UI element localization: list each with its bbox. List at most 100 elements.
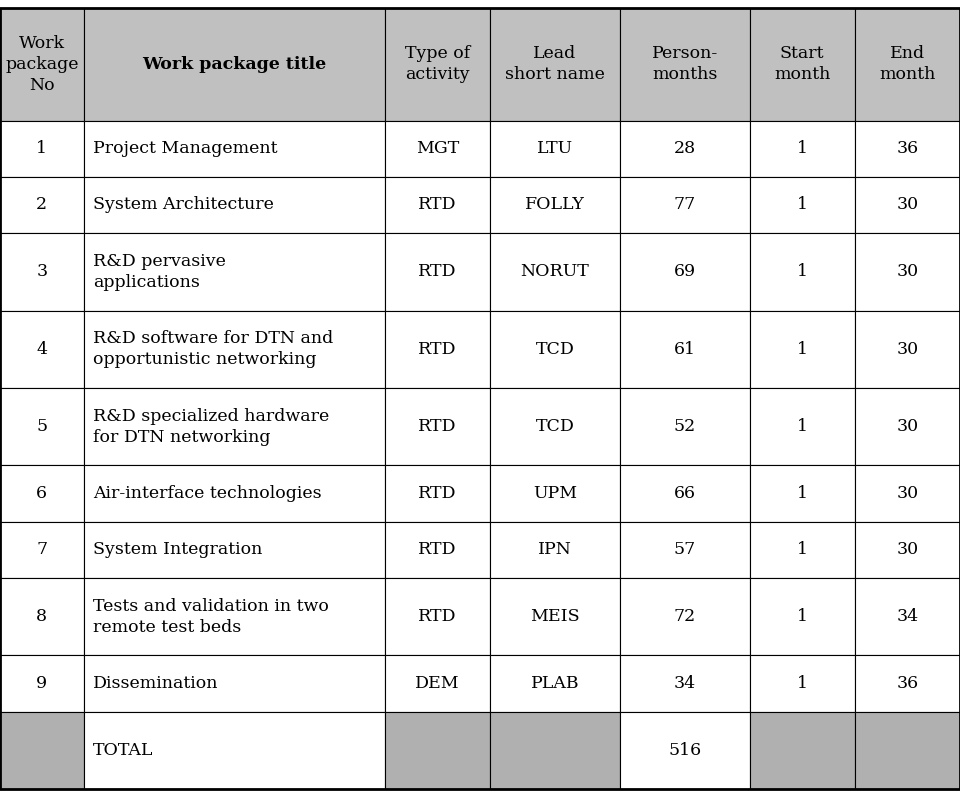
- Text: 30: 30: [897, 541, 919, 558]
- Text: 1: 1: [797, 341, 807, 358]
- Bar: [854, 465, 960, 522]
- Bar: [750, 712, 854, 789]
- Bar: [491, 465, 620, 522]
- Text: PLAB: PLAB: [531, 675, 579, 692]
- Text: FOLLY: FOLLY: [525, 197, 585, 214]
- Text: RTD: RTD: [419, 263, 457, 281]
- Text: RTD: RTD: [419, 341, 457, 358]
- Text: UPM: UPM: [533, 485, 577, 502]
- Text: Lead
short name: Lead short name: [505, 45, 605, 83]
- Bar: [84, 655, 385, 712]
- Text: 1: 1: [797, 263, 807, 281]
- Text: 1: 1: [36, 140, 47, 157]
- Bar: [854, 177, 960, 234]
- Bar: [854, 311, 960, 388]
- Text: 1: 1: [797, 140, 807, 157]
- Bar: [620, 578, 750, 655]
- Text: Work package title: Work package title: [142, 56, 326, 73]
- Bar: [854, 578, 960, 655]
- Bar: [84, 8, 385, 120]
- Text: 4: 4: [36, 341, 47, 358]
- Bar: [750, 388, 854, 465]
- Text: TCD: TCD: [536, 341, 574, 358]
- Text: Project Management: Project Management: [93, 140, 277, 157]
- Text: 57: 57: [674, 541, 696, 558]
- Bar: [854, 120, 960, 177]
- Text: DEM: DEM: [416, 675, 460, 692]
- Text: Air-interface technologies: Air-interface technologies: [93, 485, 322, 502]
- Bar: [491, 712, 620, 789]
- Bar: [854, 712, 960, 789]
- Bar: [385, 120, 491, 177]
- Bar: [620, 8, 750, 120]
- Text: Start
month: Start month: [774, 45, 830, 83]
- Bar: [84, 311, 385, 388]
- Text: Tests and validation in two
remote test beds: Tests and validation in two remote test …: [93, 598, 329, 635]
- Text: 1: 1: [797, 418, 807, 435]
- Text: 1: 1: [797, 608, 807, 625]
- Text: RTD: RTD: [419, 418, 457, 435]
- Bar: [84, 712, 385, 789]
- Text: 30: 30: [897, 341, 919, 358]
- Bar: [84, 388, 385, 465]
- Bar: [385, 234, 491, 311]
- Text: TCD: TCD: [536, 418, 574, 435]
- Bar: [854, 655, 960, 712]
- Bar: [491, 388, 620, 465]
- Bar: [0, 655, 84, 712]
- Text: RTD: RTD: [419, 485, 457, 502]
- Bar: [385, 388, 491, 465]
- Bar: [750, 177, 854, 234]
- Bar: [750, 311, 854, 388]
- Text: 1: 1: [797, 541, 807, 558]
- Bar: [0, 311, 84, 388]
- Text: TOTAL: TOTAL: [93, 742, 154, 759]
- Bar: [491, 655, 620, 712]
- Bar: [385, 655, 491, 712]
- Bar: [620, 388, 750, 465]
- Bar: [620, 655, 750, 712]
- Bar: [854, 522, 960, 578]
- Text: IPN: IPN: [539, 541, 572, 558]
- Text: System Integration: System Integration: [93, 541, 263, 558]
- Text: MEIS: MEIS: [530, 608, 580, 625]
- Text: RTD: RTD: [419, 541, 457, 558]
- Text: End
month: End month: [879, 45, 936, 83]
- Text: 516: 516: [668, 742, 702, 759]
- Bar: [620, 311, 750, 388]
- Bar: [750, 578, 854, 655]
- Bar: [385, 8, 491, 120]
- Text: System Architecture: System Architecture: [93, 197, 275, 214]
- Text: RTD: RTD: [419, 197, 457, 214]
- Bar: [0, 712, 84, 789]
- Bar: [491, 311, 620, 388]
- Text: 77: 77: [674, 197, 696, 214]
- Bar: [84, 465, 385, 522]
- Text: 1: 1: [797, 675, 807, 692]
- Bar: [620, 177, 750, 234]
- Text: Type of
activity: Type of activity: [405, 45, 470, 83]
- Bar: [854, 8, 960, 120]
- Bar: [750, 120, 854, 177]
- Text: Person-
months: Person- months: [652, 45, 718, 83]
- Bar: [620, 522, 750, 578]
- Bar: [0, 388, 84, 465]
- Bar: [84, 578, 385, 655]
- Text: RTD: RTD: [419, 608, 457, 625]
- Bar: [84, 522, 385, 578]
- Bar: [385, 465, 491, 522]
- Bar: [84, 120, 385, 177]
- Bar: [385, 311, 491, 388]
- Text: MGT: MGT: [416, 140, 459, 157]
- Text: 9: 9: [36, 675, 47, 692]
- Bar: [750, 234, 854, 311]
- Bar: [620, 234, 750, 311]
- Text: 28: 28: [674, 140, 696, 157]
- Bar: [620, 465, 750, 522]
- Text: 72: 72: [674, 608, 696, 625]
- Bar: [0, 8, 84, 120]
- Text: 34: 34: [674, 675, 696, 692]
- Bar: [491, 578, 620, 655]
- Text: 52: 52: [674, 418, 696, 435]
- Text: Dissemination: Dissemination: [93, 675, 219, 692]
